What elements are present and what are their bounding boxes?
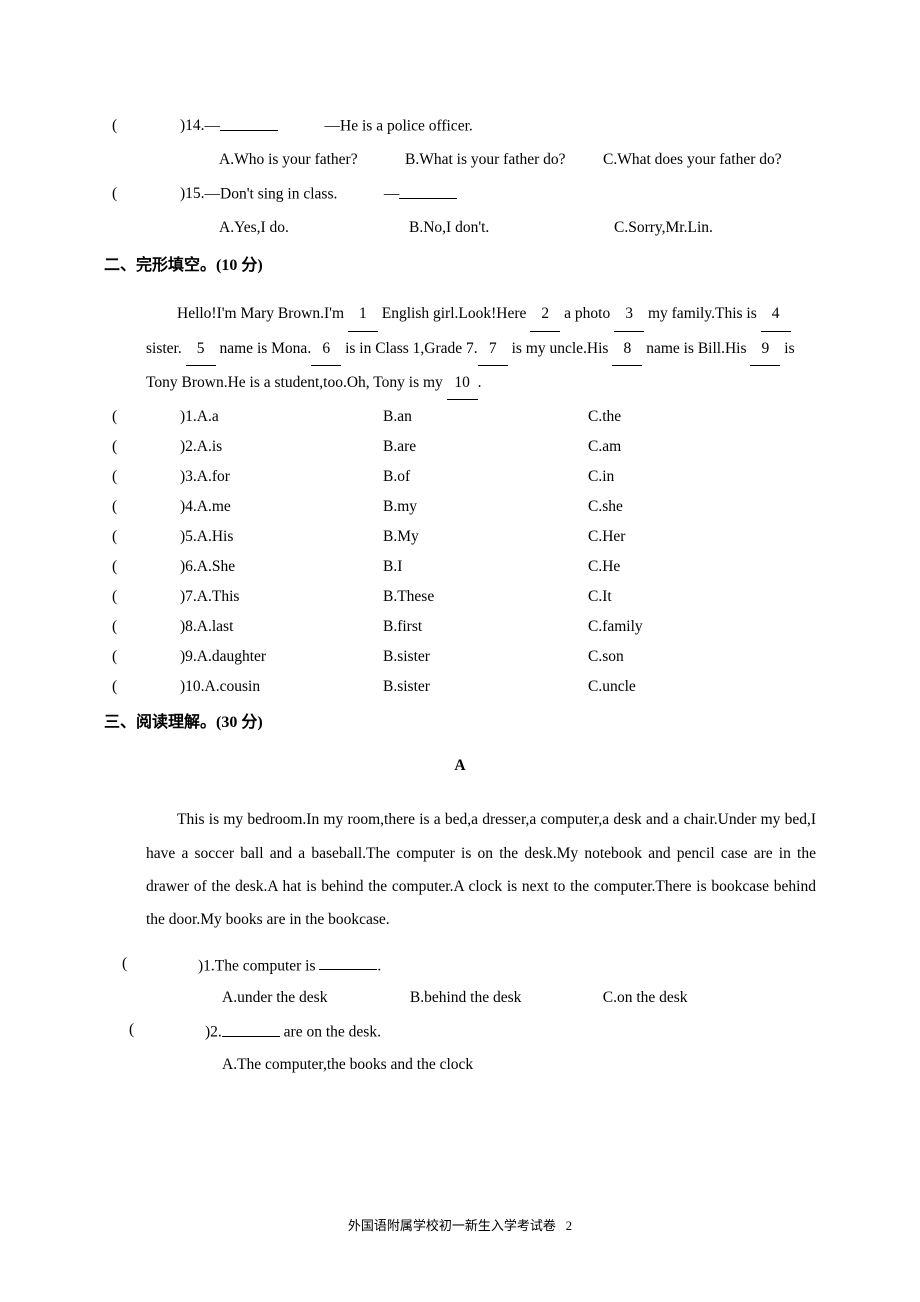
section-2-header: 二、完形填空。(10 分): [104, 251, 816, 275]
paren: (: [104, 183, 180, 205]
option-c: C.son: [588, 648, 816, 666]
cloze-option-4: ( )4.A.me B.my C.she: [104, 498, 816, 516]
paren: (: [104, 648, 180, 666]
cloze-option-10: ( )10.A.cousin B.sister C.uncle: [104, 678, 816, 696]
question-14-options: A.Who is your father? B.What is your fat…: [104, 151, 816, 169]
option-c: C.Her: [588, 528, 816, 546]
question-15-options: A.Yes,I do. B.No,I don't. C.Sorry,Mr.Lin…: [104, 219, 816, 237]
cloze-option-5: ( )5.A.His B.My C.Her: [104, 528, 816, 546]
option-c: C.am: [588, 438, 816, 456]
paren: (: [104, 408, 180, 426]
option-b: B.of: [383, 468, 588, 486]
option-b: B.first: [383, 618, 588, 636]
question-prompt: — —He is a police officer.: [205, 115, 473, 137]
option-b: B.my: [383, 498, 588, 516]
option-a: )1.A.a: [180, 408, 383, 426]
paren: (: [104, 468, 180, 486]
cloze-option-3: ( )3.A.for B.of C.in: [104, 468, 816, 486]
paren: (: [104, 678, 180, 696]
option-c: C.What does your father do?: [603, 151, 782, 169]
reading-a-passage: This is my bedroom.In my room,there is a…: [146, 803, 816, 936]
option-c: C.uncle: [588, 678, 816, 696]
question-15: ( )15. —Don't sing in class. —: [104, 183, 816, 205]
question-prompt: )1.The computer is .: [198, 955, 381, 976]
question-number: )15.: [180, 183, 205, 205]
option-b: B.What is your father do?: [405, 151, 603, 169]
paren: (: [129, 1021, 205, 1042]
paren: (: [104, 558, 180, 576]
option-c: C.Sorry,Mr.Lin.: [614, 219, 816, 237]
option-a: )2.A.is: [180, 438, 383, 456]
question-prompt: )2. are on the desk.: [205, 1021, 381, 1042]
paren: (: [104, 498, 180, 516]
cloze-option-2: ( )2.A.is B.are C.am: [104, 438, 816, 456]
reading-question-1: ( )1.The computer is .: [104, 955, 816, 976]
option-a: )9.A.daughter: [180, 648, 383, 666]
option-a: )7.A.This: [180, 588, 383, 606]
option-b: B.No,I don't.: [409, 219, 614, 237]
option-a: A.under the desk: [222, 989, 406, 1007]
option-a: A.The computer,the books and the clock: [222, 1056, 473, 1074]
reading-question-1-options: A.under the desk B.behind the desk C.on …: [104, 989, 816, 1007]
reading-question-2: ( )2. are on the desk.: [104, 1021, 816, 1042]
option-c: C.the: [588, 408, 816, 426]
option-b: B.These: [383, 588, 588, 606]
cloze-passage: Hello!I'm Mary Brown.I'm 1 English girl.…: [146, 297, 816, 400]
option-c: C.family: [588, 618, 816, 636]
option-c: C.on the desk: [603, 989, 688, 1007]
option-b: B.My: [383, 528, 588, 546]
option-c: C.she: [588, 498, 816, 516]
option-a: )3.A.for: [180, 468, 383, 486]
question-prompt: —Don't sing in class. —: [205, 183, 458, 205]
option-a: )4.A.me: [180, 498, 383, 516]
option-b: B.sister: [383, 648, 588, 666]
paren: (: [104, 438, 180, 456]
option-b: B.an: [383, 408, 588, 426]
option-b: B.I: [383, 558, 588, 576]
option-b: B.are: [383, 438, 588, 456]
option-c: C.It: [588, 588, 816, 606]
paren: (: [104, 115, 180, 137]
option-a: )10.A.cousin: [180, 678, 383, 696]
option-a: A.Yes,I do.: [219, 219, 409, 237]
option-a: )6.A.She: [180, 558, 383, 576]
cloze-option-6: ( )6.A.She B.I C.He: [104, 558, 816, 576]
option-a: )8.A.last: [180, 618, 383, 636]
option-c: C.He: [588, 558, 816, 576]
cloze-option-1: ( )1.A.a B.an C.the: [104, 408, 816, 426]
option-b: B.behind the desk: [410, 989, 599, 1007]
section-3-header: 三、阅读理解。(30 分): [104, 708, 816, 732]
option-a: A.Who is your father?: [219, 151, 405, 169]
cloze-option-9: ( )9.A.daughter B.sister C.son: [104, 648, 816, 666]
cloze-option-8: ( )8.A.last B.first C.family: [104, 618, 816, 636]
paren: (: [104, 618, 180, 636]
page-footer: 外国语附属学校初一新生入学考试卷 2: [0, 1215, 920, 1234]
paren: (: [104, 528, 180, 546]
option-a: )5.A.His: [180, 528, 383, 546]
question-14: ( )14. — —He is a police officer.: [104, 115, 816, 137]
paren: (: [104, 588, 180, 606]
option-b: B.sister: [383, 678, 588, 696]
reading-question-2-options: A.The computer,the books and the clock: [104, 1056, 816, 1074]
option-c: C.in: [588, 468, 816, 486]
paren: (: [122, 955, 198, 976]
question-number: )14.: [180, 115, 205, 137]
cloze-option-7: ( )7.A.This B.These C.It: [104, 588, 816, 606]
reading-a-title: A: [104, 757, 816, 775]
